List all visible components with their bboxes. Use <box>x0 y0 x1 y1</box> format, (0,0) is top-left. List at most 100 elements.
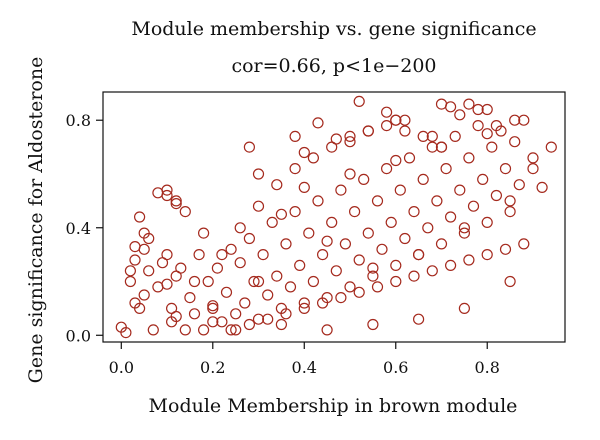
data-point <box>234 222 246 234</box>
data-point <box>252 275 265 288</box>
y-tick-label: 0.8 <box>66 111 91 130</box>
data-point <box>490 189 502 202</box>
data-point <box>371 195 384 207</box>
data-point <box>243 232 255 245</box>
data-point <box>518 114 530 126</box>
data-point <box>266 216 278 228</box>
data-point <box>518 238 530 250</box>
data-point <box>472 103 484 116</box>
data-point <box>239 297 251 309</box>
data-point <box>445 101 457 113</box>
data-point <box>371 281 384 293</box>
y-axis: 0.0 0.4 0.8 <box>66 111 103 345</box>
data-point <box>344 136 356 148</box>
data-point <box>216 249 228 261</box>
data-point <box>504 195 516 207</box>
data-point <box>170 195 182 207</box>
data-point <box>376 243 388 255</box>
data-point <box>344 130 356 142</box>
data-point <box>216 316 228 328</box>
data-point <box>472 119 484 132</box>
data-point <box>435 141 448 153</box>
data-point <box>394 184 406 196</box>
data-point <box>143 265 155 277</box>
data-point <box>445 211 457 223</box>
data-point <box>225 243 237 255</box>
data-point <box>230 308 242 320</box>
data-point <box>198 324 210 336</box>
data-point <box>499 243 512 255</box>
chart-subtitle: cor=0.66, p<1e−200 <box>231 55 436 77</box>
data-point <box>312 117 324 129</box>
data-point <box>509 136 521 148</box>
data-point <box>381 119 393 132</box>
x-tick-label: 0.6 <box>383 358 408 377</box>
data-point <box>193 249 205 261</box>
data-point <box>367 270 379 282</box>
data-point <box>481 216 493 228</box>
data-point <box>280 308 292 320</box>
data-point <box>161 278 173 290</box>
data-point <box>307 275 319 288</box>
data-point <box>207 302 219 314</box>
data-point <box>335 184 347 196</box>
data-point <box>417 173 429 185</box>
data-point <box>390 154 402 167</box>
x-tick-label: 0.8 <box>475 358 500 377</box>
data-point <box>413 313 425 325</box>
data-point <box>408 270 420 282</box>
data-point <box>358 173 370 185</box>
data-point <box>252 200 265 212</box>
data-point <box>335 292 347 304</box>
data-point <box>486 141 498 153</box>
data-point <box>545 141 557 153</box>
data-point <box>390 275 402 288</box>
data-point <box>326 216 338 228</box>
data-point <box>289 206 301 218</box>
data-point <box>527 152 539 164</box>
data-point <box>321 235 333 247</box>
data-point <box>243 318 255 331</box>
data-point <box>426 130 438 142</box>
data-point <box>390 114 402 126</box>
data-point <box>243 141 255 153</box>
data-point <box>298 297 310 309</box>
data-point <box>458 227 470 239</box>
data-point <box>303 227 315 239</box>
data-point <box>170 198 182 210</box>
data-point <box>129 241 141 253</box>
data-point <box>294 259 306 271</box>
y-tick-label: 0.0 <box>66 326 91 345</box>
data-point <box>454 184 466 196</box>
data-point <box>147 324 159 336</box>
data-point <box>317 297 329 309</box>
data-point <box>275 318 287 331</box>
data-point <box>207 300 219 312</box>
data-point <box>399 125 411 137</box>
data-point <box>252 313 265 325</box>
data-point <box>426 141 438 153</box>
data-point <box>129 254 141 266</box>
data-point <box>344 168 356 180</box>
data-point <box>431 195 443 207</box>
data-point <box>362 227 374 239</box>
data-point <box>207 316 219 328</box>
data-point <box>458 302 470 314</box>
data-point <box>138 227 150 239</box>
data-point <box>417 130 429 142</box>
data-point <box>499 163 512 175</box>
data-point <box>403 152 416 164</box>
data-point <box>275 208 287 220</box>
data-point <box>367 262 379 274</box>
data-point <box>179 206 191 218</box>
data-point <box>435 238 448 250</box>
data-point <box>422 222 434 234</box>
data-point <box>152 187 164 199</box>
data-point <box>353 254 365 266</box>
data-point <box>289 163 301 175</box>
data-point <box>188 275 201 288</box>
data-point <box>202 275 214 288</box>
data-point <box>509 114 521 126</box>
data-point <box>385 216 397 228</box>
data-point <box>220 286 233 298</box>
